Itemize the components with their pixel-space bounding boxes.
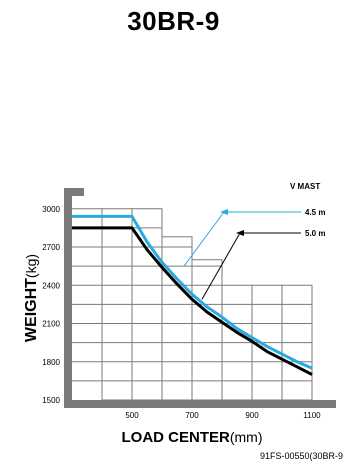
legend-pointer bbox=[183, 211, 225, 267]
y-tick-label: 2100 bbox=[42, 320, 60, 329]
legend-label: 4.5 m bbox=[305, 208, 325, 217]
y-axis-cap bbox=[64, 188, 84, 196]
legend-pointer bbox=[201, 232, 241, 300]
axes bbox=[64, 188, 336, 408]
x-tick-label: 700 bbox=[185, 411, 199, 420]
y-axis-label-text: WEIGHT bbox=[23, 278, 40, 342]
reference-code: 91FS-00550(30BR-9 bbox=[259, 451, 343, 461]
x-tick-label: 1100 bbox=[303, 411, 321, 420]
x-tick-label: 500 bbox=[125, 411, 139, 420]
y-axis-unit: (kg) bbox=[23, 254, 39, 278]
chart-title: 30BR-9 bbox=[127, 6, 220, 36]
y-tick-label: 1500 bbox=[42, 396, 60, 405]
x-tick-label: 900 bbox=[245, 411, 259, 420]
grid-column bbox=[191, 259, 223, 401]
series-lines bbox=[72, 214, 313, 376]
x-axis-label: LOAD CENTER(mm) bbox=[122, 429, 263, 446]
x-axis-label-text: LOAD CENTER bbox=[122, 429, 231, 446]
legend-arrowhead bbox=[236, 230, 244, 236]
x-axis-unit: (mm) bbox=[230, 429, 263, 445]
legend-label: 5.0 m bbox=[305, 229, 325, 238]
x-axis-bar bbox=[64, 400, 336, 408]
legend-arrowhead bbox=[220, 209, 228, 215]
y-tick-label: 3000 bbox=[42, 205, 60, 214]
series-line-4-5-m bbox=[72, 214, 313, 370]
legend-title: V MAST bbox=[290, 182, 320, 191]
y-axis-bar bbox=[64, 188, 72, 408]
y-tick-label: 1800 bbox=[42, 358, 60, 367]
tick-labels: 1500 1800 2100 2400 2700 3000 500 700 900 1100 bbox=[42, 205, 321, 420]
legend: V MAST 4.5 m 5.0 m bbox=[183, 182, 325, 300]
y-tick-label: 2700 bbox=[42, 243, 60, 252]
y-axis-label: WEIGHT(kg) bbox=[23, 254, 40, 342]
grid bbox=[72, 208, 313, 401]
y-tick-label: 2400 bbox=[42, 281, 60, 290]
series-line-5-0-m bbox=[72, 226, 313, 376]
